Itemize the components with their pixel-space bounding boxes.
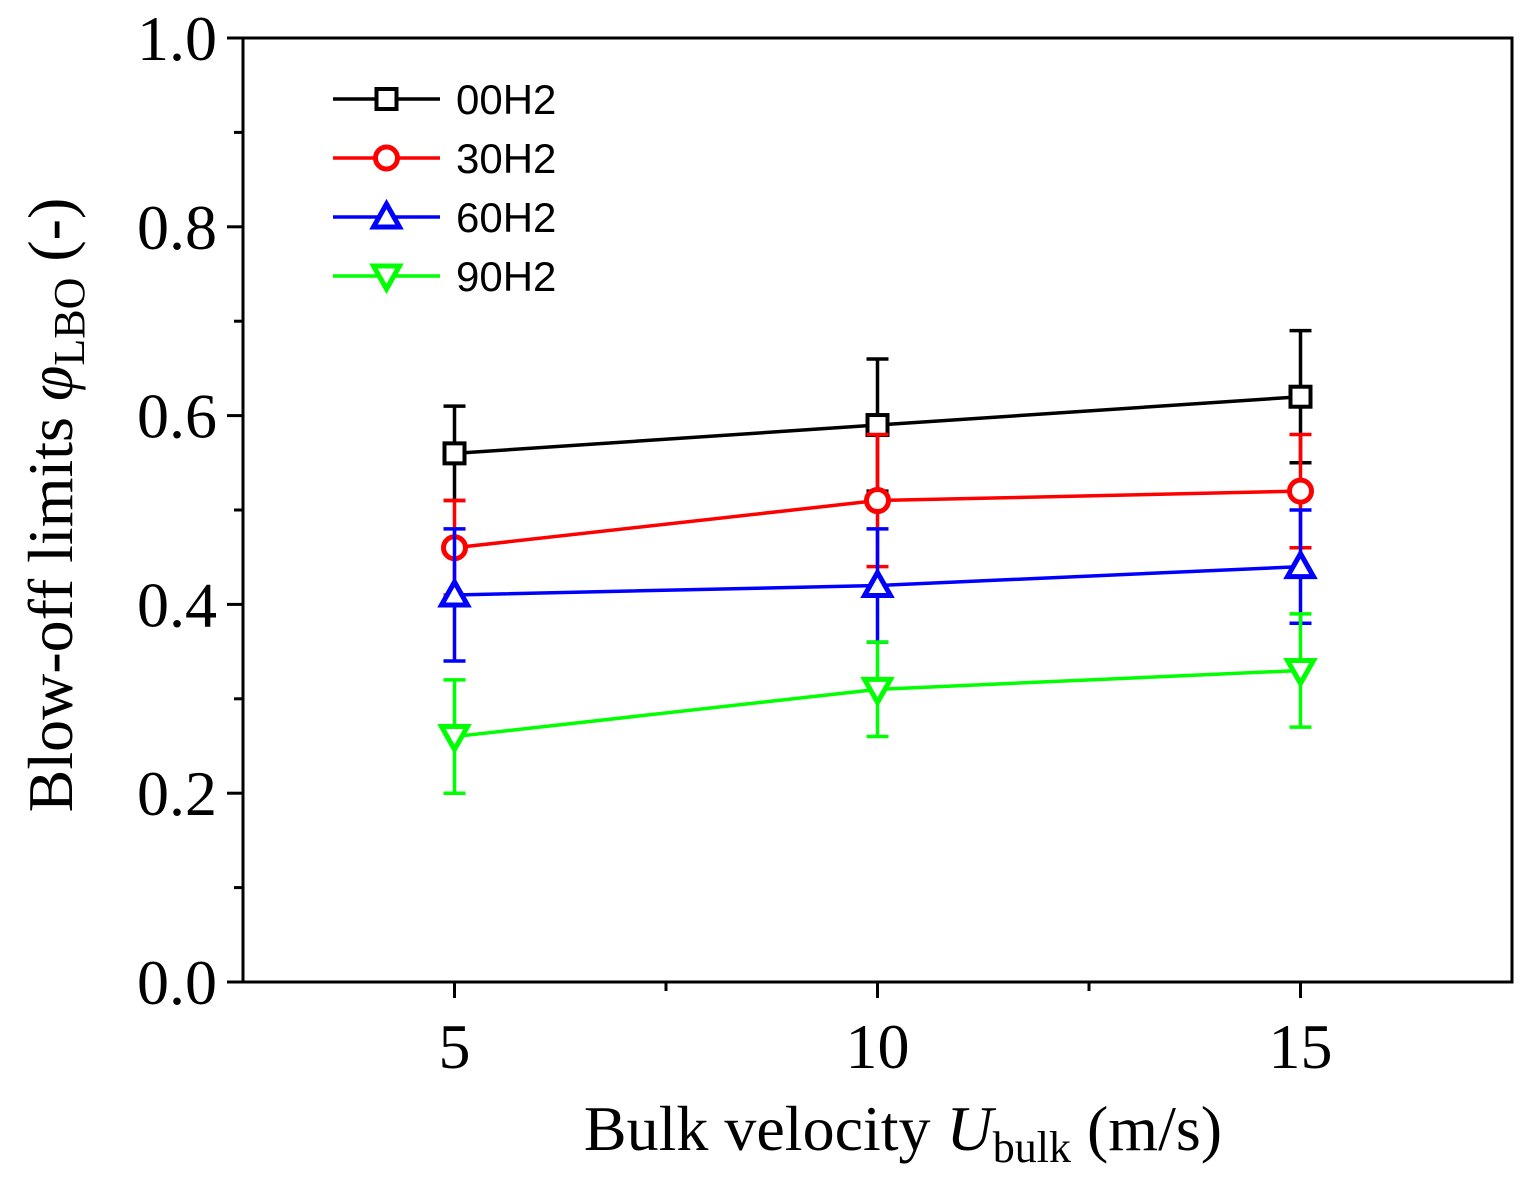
legend-item: 00H2	[333, 76, 556, 123]
y-tick-label: 0.4	[137, 569, 217, 640]
legend-label: 90H2	[456, 253, 556, 300]
axes: 0.0 0.2 0.4 0.6 0.8 1.0 5 10 15	[137, 3, 1333, 1082]
legend-item: 30H2	[333, 135, 556, 182]
y-tick-label: 0.8	[137, 192, 217, 263]
data-point	[865, 413, 890, 438]
x-axis-title: Bulk velocity Ubulk (m/s)	[584, 1093, 1222, 1172]
legend: 00H2 30H2 60H2 90H2	[333, 76, 556, 300]
data-point	[442, 441, 467, 466]
legend-label: 60H2	[456, 194, 556, 241]
y-tick-label: 0.6	[137, 381, 217, 452]
legend-marker	[373, 144, 400, 172]
x-tick-label: 10	[846, 1011, 910, 1082]
x-tick-label: 5	[439, 1011, 471, 1082]
data-point	[1287, 477, 1314, 505]
y-axis-title: Blow-off limits φLBO (-)	[15, 198, 94, 813]
series-60H2	[437, 508, 1318, 663]
y-tick-label: 0.2	[137, 758, 217, 829]
legend-marker	[374, 87, 399, 111]
data-point	[1288, 384, 1313, 409]
plot-area	[437, 328, 1318, 795]
y-tick-label: 0.0	[137, 947, 217, 1018]
y-tick-label: 1.0	[137, 3, 217, 74]
data-point	[860, 676, 895, 708]
legend-marker	[369, 198, 404, 230]
data-point	[437, 576, 472, 608]
data-point	[1283, 657, 1318, 689]
data-point	[864, 487, 891, 515]
legend-item: 60H2	[333, 194, 556, 241]
legend-label: 30H2	[456, 135, 556, 182]
legend-marker	[369, 263, 404, 295]
legend-label: 00H2	[456, 76, 556, 123]
data-point	[1283, 548, 1318, 580]
data-point	[437, 724, 472, 755]
x-tick-label: 15	[1269, 1011, 1333, 1082]
legend-item: 90H2	[333, 253, 556, 300]
data-point	[860, 567, 895, 599]
series-90H2	[437, 612, 1318, 795]
